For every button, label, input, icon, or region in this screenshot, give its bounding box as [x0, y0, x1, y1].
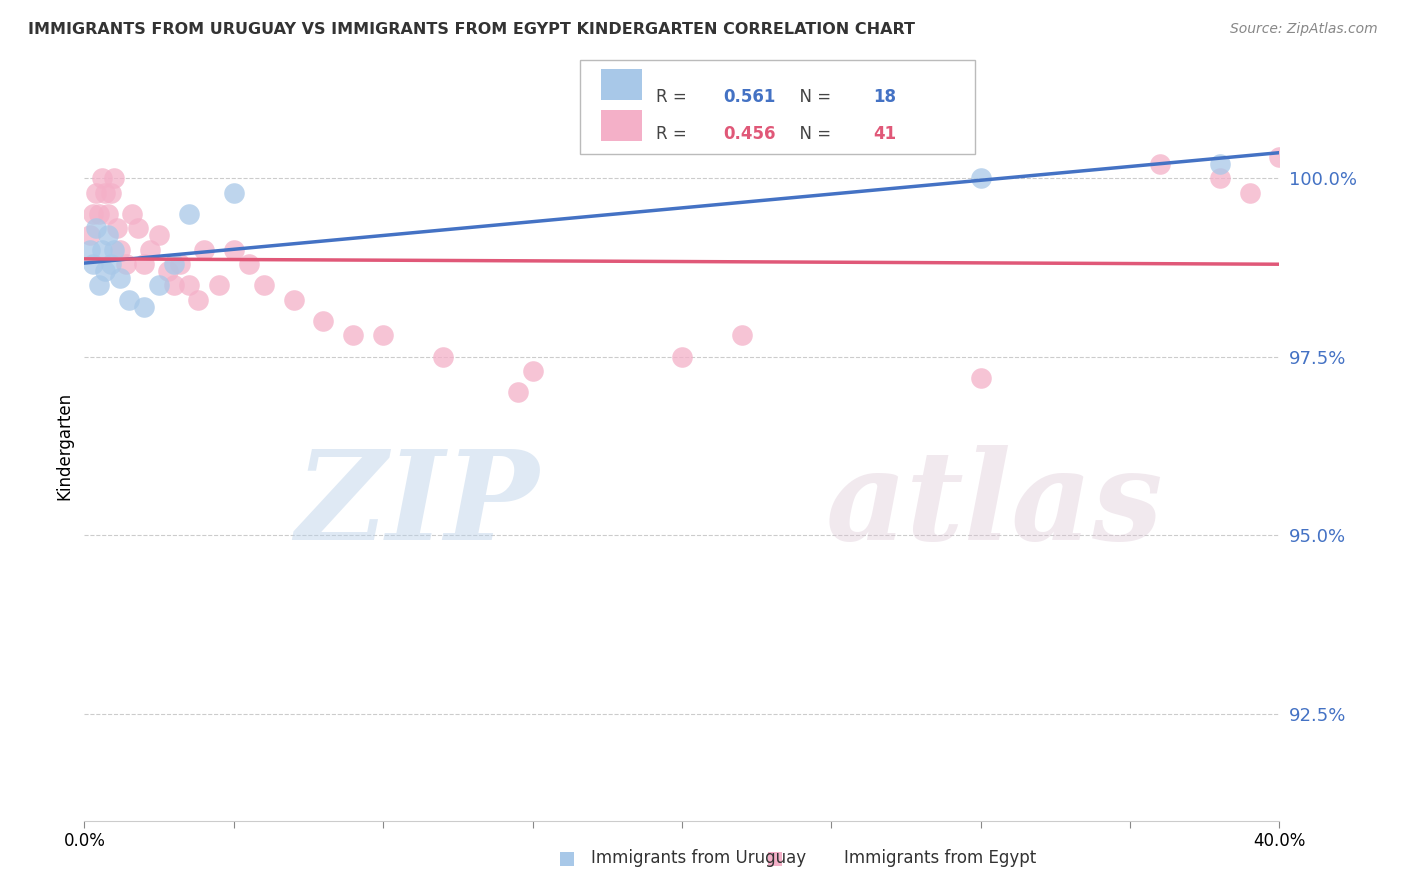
Point — [222, 186, 245, 200]
Point — [121, 207, 143, 221]
Point — [373, 328, 395, 343]
Point — [118, 293, 141, 307]
Point — [193, 243, 215, 257]
Point — [157, 264, 180, 278]
Point — [342, 328, 364, 343]
Point — [91, 243, 114, 257]
Point — [127, 221, 149, 235]
Point — [94, 186, 117, 200]
Point — [1149, 157, 1171, 171]
Point — [89, 207, 111, 221]
Point — [103, 171, 125, 186]
Point — [671, 350, 693, 364]
Point — [100, 257, 122, 271]
Point — [163, 257, 186, 271]
Point — [79, 243, 101, 257]
Text: R =: R = — [655, 125, 692, 143]
Point — [115, 257, 138, 271]
Point — [970, 171, 993, 186]
Point — [312, 314, 335, 328]
Point — [97, 207, 120, 221]
Y-axis label: Kindergarten: Kindergarten — [55, 392, 73, 500]
Bar — [600, 69, 643, 100]
Point — [238, 257, 260, 271]
Point — [177, 207, 200, 221]
Point — [283, 293, 305, 307]
Text: N =: N = — [790, 87, 837, 105]
Point — [86, 186, 108, 200]
Point — [1209, 171, 1232, 186]
Point — [132, 300, 156, 314]
Point — [187, 293, 209, 307]
Point — [89, 278, 111, 293]
Text: ZIP: ZIP — [295, 445, 538, 566]
Text: Source: ZipAtlas.com: Source: ZipAtlas.com — [1230, 22, 1378, 37]
Point — [148, 278, 170, 293]
Point — [522, 364, 544, 378]
Point — [110, 271, 132, 285]
Point — [94, 264, 117, 278]
Text: 41: 41 — [873, 125, 896, 143]
Point — [208, 278, 231, 293]
Point — [86, 221, 108, 235]
Point — [169, 257, 191, 271]
Point — [731, 328, 754, 343]
Point — [177, 278, 200, 293]
Point — [82, 207, 104, 221]
Point — [132, 257, 156, 271]
Bar — [560, 852, 574, 866]
Point — [253, 278, 276, 293]
Text: 0.561: 0.561 — [724, 87, 776, 105]
Point — [103, 243, 125, 257]
Point — [432, 350, 454, 364]
Text: atlas: atlas — [825, 445, 1163, 566]
Point — [1268, 150, 1291, 164]
Point — [79, 228, 101, 243]
Point — [105, 221, 128, 235]
Point — [163, 278, 186, 293]
Point — [1209, 157, 1232, 171]
Point — [91, 171, 114, 186]
Text: Immigrants from Uruguay: Immigrants from Uruguay — [591, 849, 806, 867]
Point — [506, 385, 529, 400]
Point — [148, 228, 170, 243]
Text: IMMIGRANTS FROM URUGUAY VS IMMIGRANTS FROM EGYPT KINDERGARTEN CORRELATION CHART: IMMIGRANTS FROM URUGUAY VS IMMIGRANTS FR… — [28, 22, 915, 37]
Point — [97, 228, 120, 243]
Point — [82, 257, 104, 271]
Text: Immigrants from Egypt: Immigrants from Egypt — [844, 849, 1036, 867]
Point — [222, 243, 245, 257]
FancyBboxPatch shape — [581, 60, 974, 153]
Text: 18: 18 — [873, 87, 896, 105]
Point — [139, 243, 162, 257]
Text: R =: R = — [655, 87, 692, 105]
Point — [110, 243, 132, 257]
Point — [970, 371, 993, 385]
Text: N =: N = — [790, 125, 837, 143]
Bar — [600, 110, 643, 142]
Point — [1239, 186, 1261, 200]
Point — [100, 186, 122, 200]
Bar — [768, 852, 782, 866]
Text: 0.456: 0.456 — [724, 125, 776, 143]
